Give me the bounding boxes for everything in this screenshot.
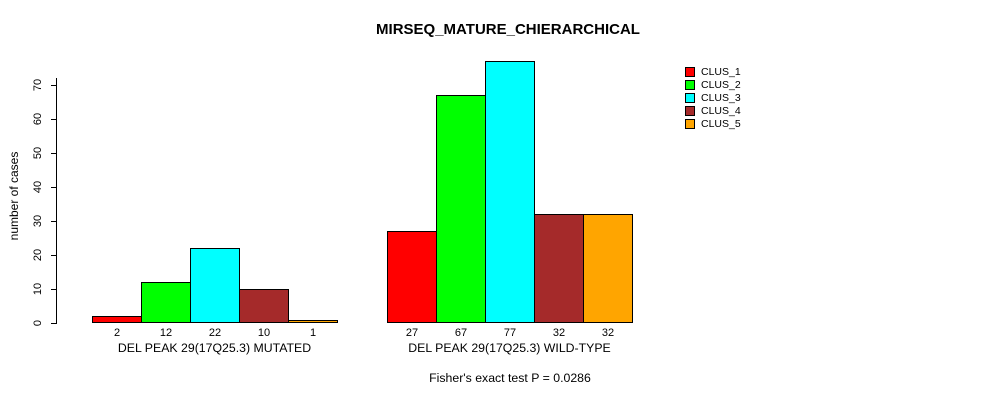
bar-clus_2-group2 (436, 95, 486, 323)
legend-item: CLUS_4 (685, 104, 741, 117)
legend-label: CLUS_3 (701, 91, 741, 104)
y-tick (51, 255, 56, 256)
y-tick (51, 119, 56, 120)
bar-clus_4-group1 (239, 289, 289, 323)
y-tick (51, 323, 56, 324)
y-axis-line (56, 78, 57, 324)
y-tick (51, 289, 56, 290)
bar-clus_5-group1 (288, 320, 338, 323)
legend-item: CLUS_1 (685, 65, 741, 78)
y-tick-label: 50 (32, 146, 44, 160)
group-label: DEL PEAK 29(17Q25.3) WILD-TYPE (408, 341, 611, 355)
y-tick-label: 0 (32, 319, 44, 327)
group-label: DEL PEAK 29(17Q25.3) MUTATED (117, 341, 312, 355)
bar-clus_3-group1 (190, 248, 240, 323)
bar-value-label: 32 (601, 327, 615, 339)
legend-label: CLUS_5 (701, 117, 741, 130)
y-tick-label: 40 (32, 180, 44, 194)
bar-clus_3-group2 (485, 61, 535, 323)
bar-clus_4-group2 (534, 214, 584, 323)
bar-value-label: 27 (405, 327, 419, 339)
legend-swatch-clus_3 (685, 92, 695, 103)
bar-value-label: 12 (159, 327, 173, 339)
legend-swatch-clus_1 (685, 66, 695, 77)
legend-swatch-clus_2 (685, 79, 695, 90)
legend-item: CLUS_3 (685, 91, 741, 104)
legend-label: CLUS_2 (701, 78, 741, 91)
legend-item: CLUS_5 (685, 117, 741, 130)
y-tick-label: 60 (32, 112, 44, 126)
bar-value-label: 2 (113, 327, 121, 339)
bar-value-label: 67 (454, 327, 468, 339)
bar-value-label: 22 (208, 327, 222, 339)
y-tick (51, 187, 56, 188)
bar-clus_1-group2 (387, 231, 437, 323)
legend-swatch-clus_5 (685, 118, 695, 129)
bar-clus_1-group1 (92, 316, 142, 323)
bar-value-label: 1 (309, 327, 317, 339)
chart-title: MIRSEQ_MATURE_CHIERARCHICAL (376, 21, 640, 38)
y-tick-label: 20 (32, 248, 44, 262)
legend-label: CLUS_1 (701, 65, 741, 78)
y-tick-label: 30 (32, 214, 44, 228)
y-tick (51, 153, 56, 154)
legend-swatch-clus_4 (685, 105, 695, 116)
bar-clus_2-group1 (141, 282, 191, 323)
bar-clus_5-group2 (583, 214, 633, 323)
legend-item: CLUS_2 (685, 78, 741, 91)
bar-value-label: 10 (257, 327, 271, 339)
y-axis-label: number of cases (7, 151, 21, 241)
y-tick (51, 221, 56, 222)
y-tick-label: 70 (32, 78, 44, 92)
bar-value-label: 77 (503, 327, 517, 339)
caption: Fisher's exact test P = 0.0286 (429, 371, 591, 385)
y-tick (51, 85, 56, 86)
legend-label: CLUS_4 (701, 104, 741, 117)
y-tick-label: 10 (32, 282, 44, 296)
bar-value-label: 32 (552, 327, 566, 339)
